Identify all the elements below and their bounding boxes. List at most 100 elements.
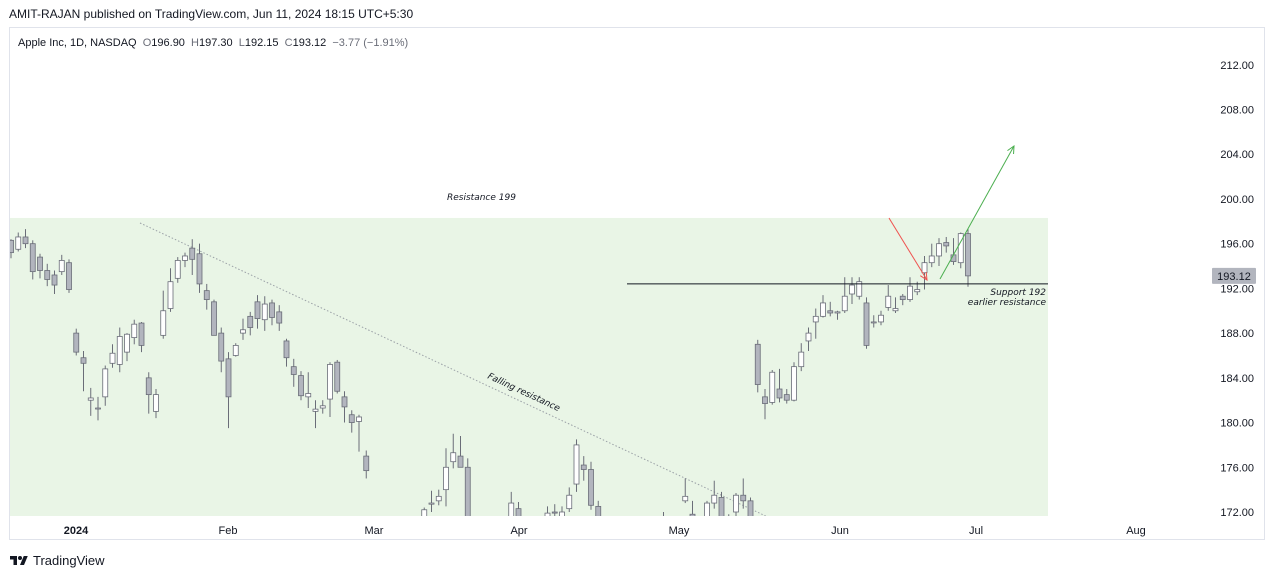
candle: [762, 389, 768, 420]
candle: [174, 257, 181, 283]
candle: [531, 523, 536, 545]
candle-body: [457, 455, 464, 468]
legend-part: 193.12: [293, 37, 333, 49]
y-tick-label: 200.00: [1220, 194, 1254, 206]
candle-body: [203, 290, 210, 300]
candle-body: [762, 396, 768, 404]
candle-body: [559, 511, 565, 516]
candle-body: [531, 527, 536, 540]
candle: [907, 277, 913, 302]
down-arrow-shaft: [888, 217, 928, 281]
up-arrow: [939, 144, 1015, 280]
candle: [580, 456, 587, 481]
candle-body: [348, 414, 355, 423]
candle-body: [754, 343, 761, 385]
candle: [116, 327, 123, 373]
candle: [812, 308, 819, 339]
candle-body: [145, 377, 152, 396]
candle-body: [435, 495, 442, 502]
candle: [363, 450, 370, 479]
candle-body: [283, 340, 290, 359]
candle: [240, 318, 246, 340]
y-tick-label: 204.00: [1220, 149, 1254, 161]
zone-rect: [10, 217, 1048, 516]
candle: [153, 389, 159, 419]
candle: [232, 343, 239, 357]
candle-body: [334, 361, 341, 392]
candle: [682, 478, 689, 504]
candle: [167, 268, 174, 312]
candle-body: [393, 532, 398, 535]
candle-body: [58, 260, 65, 273]
candle-body: [508, 502, 515, 516]
candle-body: [443, 466, 449, 491]
candle: [654, 529, 659, 551]
candle: [341, 391, 348, 423]
candle-body: [95, 407, 101, 410]
candle-body: [44, 270, 51, 280]
candle-body: [647, 548, 652, 563]
candle: [269, 299, 275, 326]
candle: [566, 487, 573, 512]
candle-body: [870, 321, 877, 324]
candle: [733, 492, 739, 516]
candle: [182, 252, 188, 268]
candle-body: [386, 522, 391, 525]
candle-body: [153, 394, 159, 412]
candle-body: [37, 256, 43, 271]
y-tick-label: 176.00: [1220, 462, 1254, 474]
candle-body: [182, 255, 188, 261]
tradingview-logo-icon: [10, 555, 28, 565]
candle-body: [544, 512, 551, 516]
candle-body: [632, 557, 637, 572]
candle-body: [51, 274, 58, 286]
candle: [87, 387, 94, 416]
candle: [428, 490, 435, 512]
candle-body: [733, 494, 739, 513]
candle-body: [218, 332, 225, 362]
candles: [10, 229, 971, 577]
candle: [203, 283, 210, 310]
candle: [51, 270, 58, 294]
x-tick-label: Aug: [1126, 525, 1146, 537]
candle: [936, 238, 942, 267]
candle-body: [726, 518, 731, 537]
candle: [124, 333, 130, 362]
candle: [870, 315, 877, 328]
candle-body: [654, 537, 659, 546]
candle: [625, 548, 630, 577]
tradingview-brand[interactable]: TradingView: [9, 553, 105, 568]
candle-body: [610, 557, 615, 576]
candle: [805, 327, 812, 352]
candle: [473, 521, 478, 546]
candle: [95, 396, 101, 421]
candle-body: [341, 396, 348, 408]
x-tick-label: Mar: [365, 525, 384, 537]
candle-body: [174, 260, 181, 279]
candle-body: [276, 311, 283, 324]
x-tick-label: Feb: [219, 525, 238, 537]
candle: [73, 328, 80, 356]
candle-body: [240, 329, 246, 334]
candle-body: [269, 302, 275, 318]
candle: [276, 305, 283, 331]
y-tick-label: 212.00: [1220, 60, 1254, 72]
candle-body: [661, 518, 666, 526]
candle: [494, 539, 499, 556]
candle-body: [232, 345, 239, 356]
last-price-label: 193.12: [1217, 271, 1251, 283]
candle: [798, 343, 805, 372]
candle: [603, 543, 608, 562]
up-arrow-head: [1007, 144, 1015, 155]
candle: [639, 546, 644, 574]
last-price-tag: [1212, 267, 1256, 284]
candle-body: [487, 524, 492, 540]
legend-part: Apple Inc, 1D, NASDAQ: [18, 37, 143, 49]
x-tick-label: May: [669, 525, 690, 537]
candle-body: [254, 301, 261, 319]
candle: [965, 229, 971, 287]
candle-body: [356, 416, 362, 422]
legend-part: L: [239, 37, 245, 49]
candle: [892, 297, 899, 313]
